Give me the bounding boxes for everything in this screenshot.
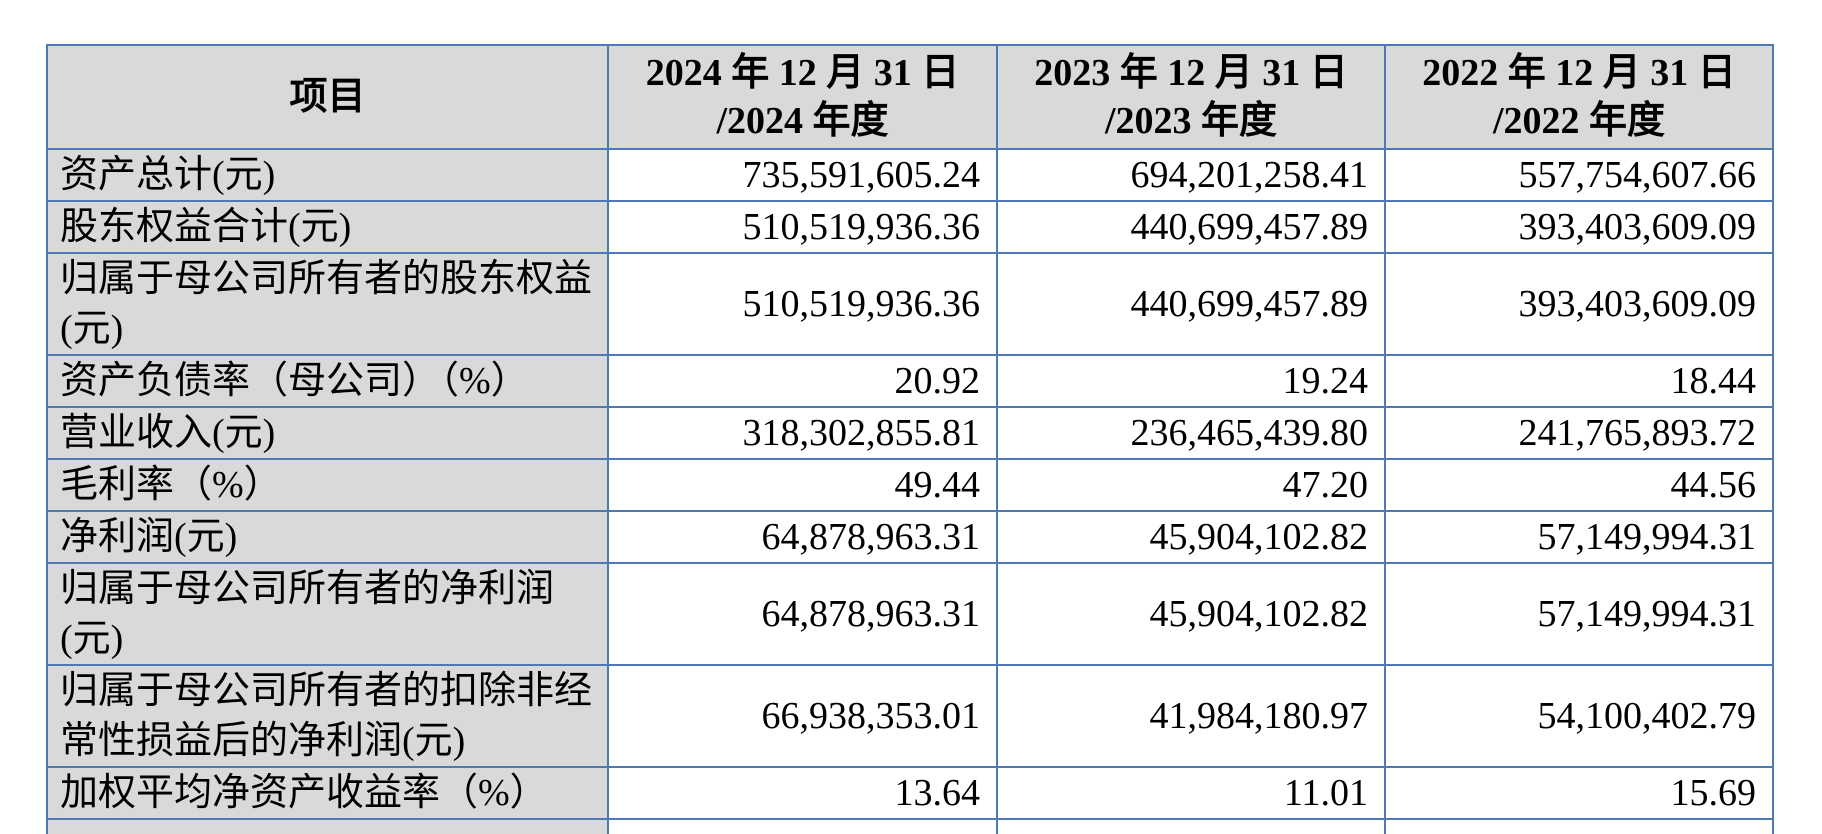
header-cell-2023: 2023 年 12 月 31 日 /2023 年度 xyxy=(996,44,1386,150)
value-cell: 44.56 xyxy=(1384,458,1774,512)
value-cell: 66,938,353.01 xyxy=(607,664,998,768)
value-cell: 440,699,457.89 xyxy=(996,252,1386,356)
row-label-cell: 归属于母公司所有者的股东权益(元) xyxy=(46,252,609,356)
table-row: 股东权益合计(元) 510,519,936.36 440,699,457.89 393… xyxy=(46,200,1774,254)
value-cell: 57,149,994.31 xyxy=(1384,510,1774,564)
value-cell: 18.44 xyxy=(1384,354,1774,408)
value-cell: 13.64 xyxy=(607,766,998,820)
value-cell: 20.92 xyxy=(607,354,998,408)
header-2022-line2: /2022 年度 xyxy=(1492,100,1666,142)
partial-cell xyxy=(607,818,998,834)
row-label-cell: 资产总计(元) xyxy=(46,148,609,202)
value-cell: 64,878,963.31 xyxy=(607,562,998,666)
partial-cell xyxy=(46,818,609,834)
row-label-cell: 归属于母公司所有者的扣除非经常性损益后的净利润(元) xyxy=(46,664,609,768)
value-cell: 57,149,994.31 xyxy=(1384,562,1774,666)
row-label-cell: 营业收入(元) xyxy=(46,406,609,460)
value-cell: 393,403,609.09 xyxy=(1384,200,1774,254)
value-cell: 49.44 xyxy=(607,458,998,512)
value-cell: 510,519,936.36 xyxy=(607,200,998,254)
row-label-cell: 资产负债率（母公司）（%） xyxy=(46,354,609,408)
value-cell: 54,100,402.79 xyxy=(1384,664,1774,768)
header-cell-2024: 2024 年 12 月 31 日 /2024 年度 xyxy=(607,44,998,150)
table-row: 归属于母公司所有者的净利润(元) 64,878,963.31 45,904,102.… xyxy=(46,562,1774,666)
partial-next-row xyxy=(46,818,1774,834)
value-cell: 318,302,855.81 xyxy=(607,406,998,460)
value-cell: 393,403,609.09 xyxy=(1384,252,1774,356)
value-cell: 64,878,963.31 xyxy=(607,510,998,564)
header-2024-line2: /2024 年度 xyxy=(716,100,889,142)
value-cell: 241,765,893.72 xyxy=(1384,406,1774,460)
value-cell: 45,904,102.82 xyxy=(996,562,1386,666)
value-cell: 557,754,607.66 xyxy=(1384,148,1774,202)
table-body: 资产总计(元) 735,591,605.24 694,201,258.41 557,7… xyxy=(46,148,1774,834)
value-cell: 735,591,605.24 xyxy=(607,148,998,202)
header-cell-2022: 2022 年 12 月 31 日 /2022 年度 xyxy=(1384,44,1774,150)
partial-cell xyxy=(996,818,1386,834)
table-row: 加权平均净资产收益率（%） 13.64 11.01 15.69 xyxy=(46,766,1774,820)
header-2023-line2: /2023 年度 xyxy=(1104,100,1278,142)
table-row: 资产总计(元) 735,591,605.24 694,201,258.41 557,7… xyxy=(46,148,1774,202)
value-cell: 19.24 xyxy=(996,354,1386,408)
header-2023-line1: 2023 年 12 月 31 日 xyxy=(1034,52,1348,94)
value-cell: 694,201,258.41 xyxy=(996,148,1386,202)
value-cell: 47.20 xyxy=(996,458,1386,512)
partial-cell xyxy=(1384,818,1774,834)
row-label-cell: 毛利率（%） xyxy=(46,458,609,512)
value-cell: 440,699,457.89 xyxy=(996,200,1386,254)
value-cell: 11.01 xyxy=(996,766,1386,820)
table-row: 归属于母公司所有者的扣除非经常性损益后的净利润(元) 66,938,353.01 4… xyxy=(46,664,1774,768)
table-row: 毛利率（%） 49.44 47.20 44.56 xyxy=(46,458,1774,512)
header-2022-line1: 2022 年 12 月 31 日 xyxy=(1422,52,1736,94)
row-label-cell: 归属于母公司所有者的净利润(元) xyxy=(46,562,609,666)
row-label-cell: 加权平均净资产收益率（%） xyxy=(46,766,609,820)
table-row: 资产负债率（母公司）（%） 20.92 19.24 18.44 xyxy=(46,354,1774,408)
row-label-cell: 净利润(元) xyxy=(46,510,609,564)
header-item-label: 项目 xyxy=(289,76,366,118)
table-row: 归属于母公司所有者的股东权益(元) 510,519,936.36 440,699,4… xyxy=(46,252,1774,356)
table-row: 净利润(元) 64,878,963.31 45,904,102.82 57,149,9… xyxy=(46,510,1774,564)
value-cell: 41,984,180.97 xyxy=(996,664,1386,768)
header-row: 项目 2024 年 12 月 31 日 /2024 年度 2023 年 12 月… xyxy=(46,44,1774,150)
header-2024-line1: 2024 年 12 月 31 日 xyxy=(645,52,960,94)
value-cell: 15.69 xyxy=(1384,766,1774,820)
value-cell: 236,465,439.80 xyxy=(996,406,1386,460)
value-cell: 510,519,936.36 xyxy=(607,252,998,356)
header-cell-item: 项目 xyxy=(46,44,609,150)
row-label-cell: 股东权益合计(元) xyxy=(46,200,609,254)
financial-summary-table: 项目 2024 年 12 月 31 日 /2024 年度 2023 年 12 月… xyxy=(46,44,1774,834)
value-cell: 45,904,102.82 xyxy=(996,510,1386,564)
table-header: 项目 2024 年 12 月 31 日 /2024 年度 2023 年 12 月… xyxy=(46,44,1774,150)
table-row: 营业收入(元) 318,302,855.81 236,465,439.80 241,7… xyxy=(46,406,1774,460)
